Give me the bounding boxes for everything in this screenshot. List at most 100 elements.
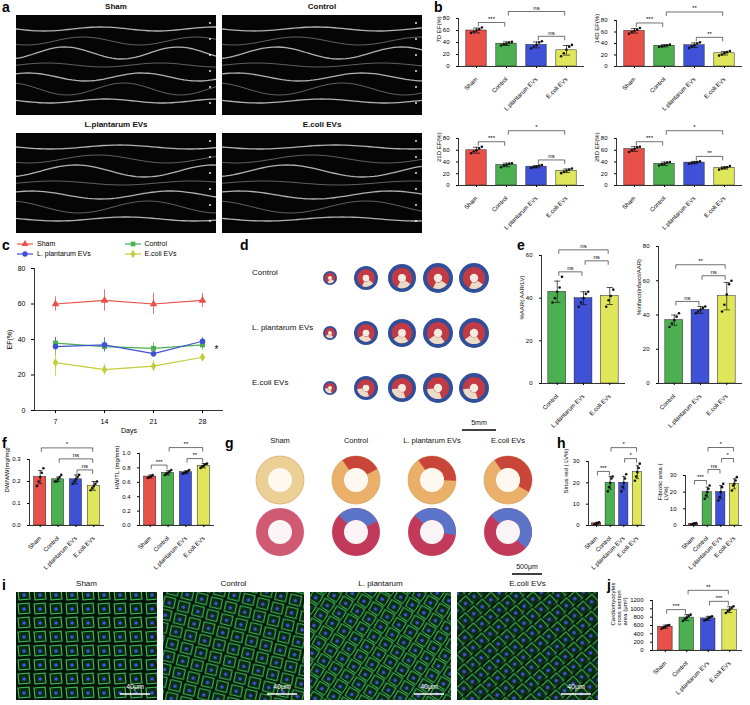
svg-text:30: 30 xyxy=(573,458,580,464)
svg-text:20: 20 xyxy=(643,346,650,352)
svg-text:Sham: Sham xyxy=(27,535,42,550)
svg-text:80: 80 xyxy=(601,17,608,23)
svg-text:0: 0 xyxy=(640,647,644,653)
svg-text:Sham: Sham xyxy=(621,76,636,91)
svg-text:20: 20 xyxy=(443,51,450,57)
svg-text:ns: ns xyxy=(684,295,690,301)
svg-text:20: 20 xyxy=(18,371,26,378)
svg-text:***: *** xyxy=(488,135,496,141)
svg-text:28: 28 xyxy=(199,418,207,425)
svg-text:800: 800 xyxy=(633,614,644,620)
svg-text:0.8: 0.8 xyxy=(122,465,131,471)
svg-text:Control: Control xyxy=(491,195,509,213)
svg-text:ns: ns xyxy=(548,30,554,36)
svg-text:**: ** xyxy=(698,258,703,264)
svg-text:***: *** xyxy=(600,465,608,471)
svg-text:***: *** xyxy=(156,459,164,465)
svg-text:Sham: Sham xyxy=(463,195,478,210)
svg-text:**: ** xyxy=(707,150,712,156)
svg-text:20: 20 xyxy=(670,489,677,495)
svg-text:E.coli EVs: E.coli EVs xyxy=(705,393,729,417)
svg-text:*: * xyxy=(215,344,219,355)
svg-text:***: *** xyxy=(715,595,723,601)
svg-text:40: 40 xyxy=(601,159,608,165)
svg-text:E.coli EVs: E.coli EVs xyxy=(616,535,640,559)
svg-text:*: * xyxy=(726,452,729,458)
svg-text:0.3: 0.3 xyxy=(12,456,21,462)
svg-text:Cardiomyocytescross sectionare: Cardiomyocytescross sectionarea (μm²) xyxy=(610,582,628,625)
svg-text:80: 80 xyxy=(18,265,26,272)
svg-text:10: 10 xyxy=(670,506,677,512)
svg-text:20: 20 xyxy=(601,52,608,58)
svg-text:40: 40 xyxy=(526,295,533,301)
svg-text:14: 14 xyxy=(101,418,109,425)
svg-text:ns: ns xyxy=(567,265,573,271)
svg-text:Sham: Sham xyxy=(463,76,478,91)
svg-text:**: ** xyxy=(193,452,198,458)
svg-text:Fibrotic area (LV%): Fibrotic area (LV%) xyxy=(657,463,669,500)
svg-text:*: * xyxy=(623,441,626,447)
svg-text:80: 80 xyxy=(601,135,608,141)
svg-text:DW/WW(mg/mg): DW/WW(mg/mg) xyxy=(4,447,10,492)
svg-text:L.plantarum EVs: L.plantarum EVs xyxy=(503,76,539,112)
svg-text:EF(%): EF(%) xyxy=(6,330,14,350)
svg-text:L.plantarum EVs: L.plantarum EVs xyxy=(550,393,586,429)
svg-text:Sham: Sham xyxy=(652,660,667,675)
svg-text:0.4: 0.4 xyxy=(122,494,131,500)
svg-text:***: *** xyxy=(488,16,496,22)
svg-text:E.coli EVs: E.coli EVs xyxy=(545,76,569,100)
svg-text:ns: ns xyxy=(533,5,539,11)
svg-text:HW/TL (mg/mm): HW/TL (mg/mm) xyxy=(114,445,120,489)
svg-text:E.coli EVs: E.coli EVs xyxy=(588,393,612,417)
svg-text:***: *** xyxy=(673,603,681,609)
svg-text:20: 20 xyxy=(526,338,533,344)
svg-text:0: 0 xyxy=(446,182,450,188)
svg-text:0.6: 0.6 xyxy=(122,479,131,485)
svg-text:L.plantarum EVs: L.plantarum EVs xyxy=(667,393,703,429)
svg-text:60: 60 xyxy=(526,252,533,258)
svg-text:30: 30 xyxy=(670,472,677,478)
svg-text:0: 0 xyxy=(604,63,608,69)
svg-text:ns: ns xyxy=(73,452,79,458)
svg-text:0: 0 xyxy=(646,380,650,386)
svg-text:7D EF(%): 7D EF(%) xyxy=(436,16,442,42)
svg-text:1200: 1200 xyxy=(630,597,644,603)
svg-text:E.coli EVs: E.coli EVs xyxy=(708,660,732,684)
svg-text:21: 21 xyxy=(150,418,158,425)
svg-text:*: * xyxy=(720,441,723,447)
svg-text:ns: ns xyxy=(710,269,716,275)
svg-text:L.plantarum EVs: L.plantarum EVs xyxy=(503,195,539,231)
svg-text:ns: ns xyxy=(580,243,586,249)
svg-text:**: ** xyxy=(707,31,712,37)
svg-text:0: 0 xyxy=(604,182,608,188)
svg-text:0.0: 0.0 xyxy=(12,522,21,528)
svg-text:0.0: 0.0 xyxy=(122,522,131,528)
svg-text:0: 0 xyxy=(673,522,677,528)
svg-text:7: 7 xyxy=(54,418,58,425)
svg-text:0: 0 xyxy=(529,380,533,386)
svg-text:0.1: 0.1 xyxy=(12,500,21,506)
svg-text:80: 80 xyxy=(443,135,450,141)
svg-text:L.plantarum EVs: L.plantarum EVs xyxy=(661,195,697,231)
svg-text:0: 0 xyxy=(576,522,580,528)
svg-text:200: 200 xyxy=(633,639,644,645)
svg-text:600: 600 xyxy=(633,622,644,628)
svg-text:***: *** xyxy=(646,16,654,22)
svg-text:400: 400 xyxy=(633,631,644,637)
svg-text:Sham: Sham xyxy=(137,535,152,550)
svg-text:E.coli EVs: E.coli EVs xyxy=(703,195,727,219)
svg-text:%infarct(infarct/AAR): %infarct(infarct/AAR) xyxy=(636,259,642,315)
svg-text:60: 60 xyxy=(601,147,608,153)
svg-text:40: 40 xyxy=(443,159,450,165)
svg-text:60: 60 xyxy=(601,29,608,35)
svg-text:Control: Control xyxy=(491,76,509,94)
svg-text:60: 60 xyxy=(443,147,450,153)
svg-text:*: * xyxy=(66,441,69,447)
svg-text:Control: Control xyxy=(671,660,689,678)
svg-text:80: 80 xyxy=(443,15,450,21)
svg-text:***: *** xyxy=(697,474,705,480)
svg-text:E.coli EVs: E.coli EVs xyxy=(545,195,569,219)
svg-text:*: * xyxy=(693,124,696,130)
svg-text:Days: Days xyxy=(121,427,137,435)
svg-text:40: 40 xyxy=(443,39,450,45)
